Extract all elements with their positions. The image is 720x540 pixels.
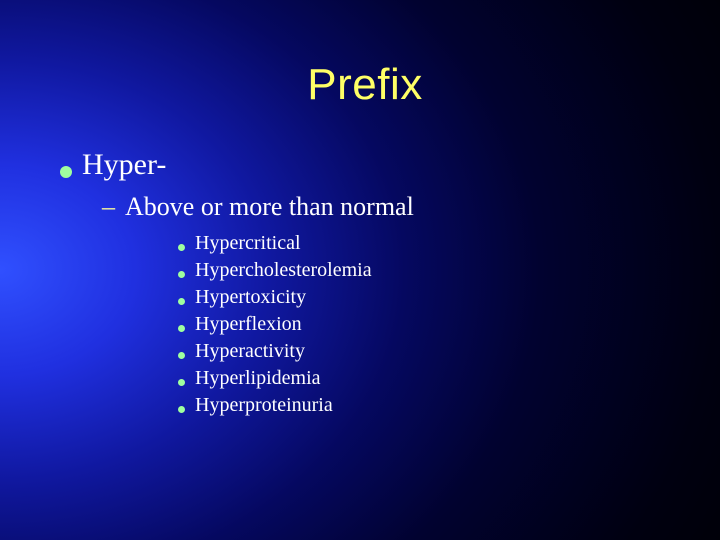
bullet-level1: Hyper- [60,148,670,182]
dot-icon [178,271,185,278]
level3-text: Hypercholesterolemia [195,259,372,282]
slide: Prefix Hyper- – Above or more than norma… [0,0,720,540]
level3-text: Hypertoxicity [195,286,306,309]
level3-text: Hyperlipidemia [195,367,321,390]
dot-icon [178,352,185,359]
level3-text: Hyperflexion [195,313,302,336]
level2-text: Above or more than normal [125,192,414,222]
dash-icon: – [102,192,115,222]
dot-icon [178,244,185,251]
bullet-icon [60,166,72,178]
dot-icon [178,298,185,305]
bullet-level3: Hyperactivity [178,340,670,363]
bullet-level3: Hyperlipidemia [178,367,670,390]
dot-icon [178,325,185,332]
bullet-level3: Hyperproteinuria [178,394,670,417]
level3-text: Hyperproteinuria [195,394,333,417]
level1-text: Hyper- [82,148,166,182]
bullet-level3: Hypertoxicity [178,286,670,309]
bullet-level3: Hypercholesterolemia [178,259,670,282]
bullet-level3: Hyperflexion [178,313,670,336]
level3-text: Hypercritical [195,232,301,255]
level3-text: Hyperactivity [195,340,305,363]
dot-icon [178,406,185,413]
slide-title: Prefix [60,60,670,110]
dot-icon [178,379,185,386]
bullet-level2: – Above or more than normal [102,192,670,222]
bullet-level3: Hypercritical [178,232,670,255]
